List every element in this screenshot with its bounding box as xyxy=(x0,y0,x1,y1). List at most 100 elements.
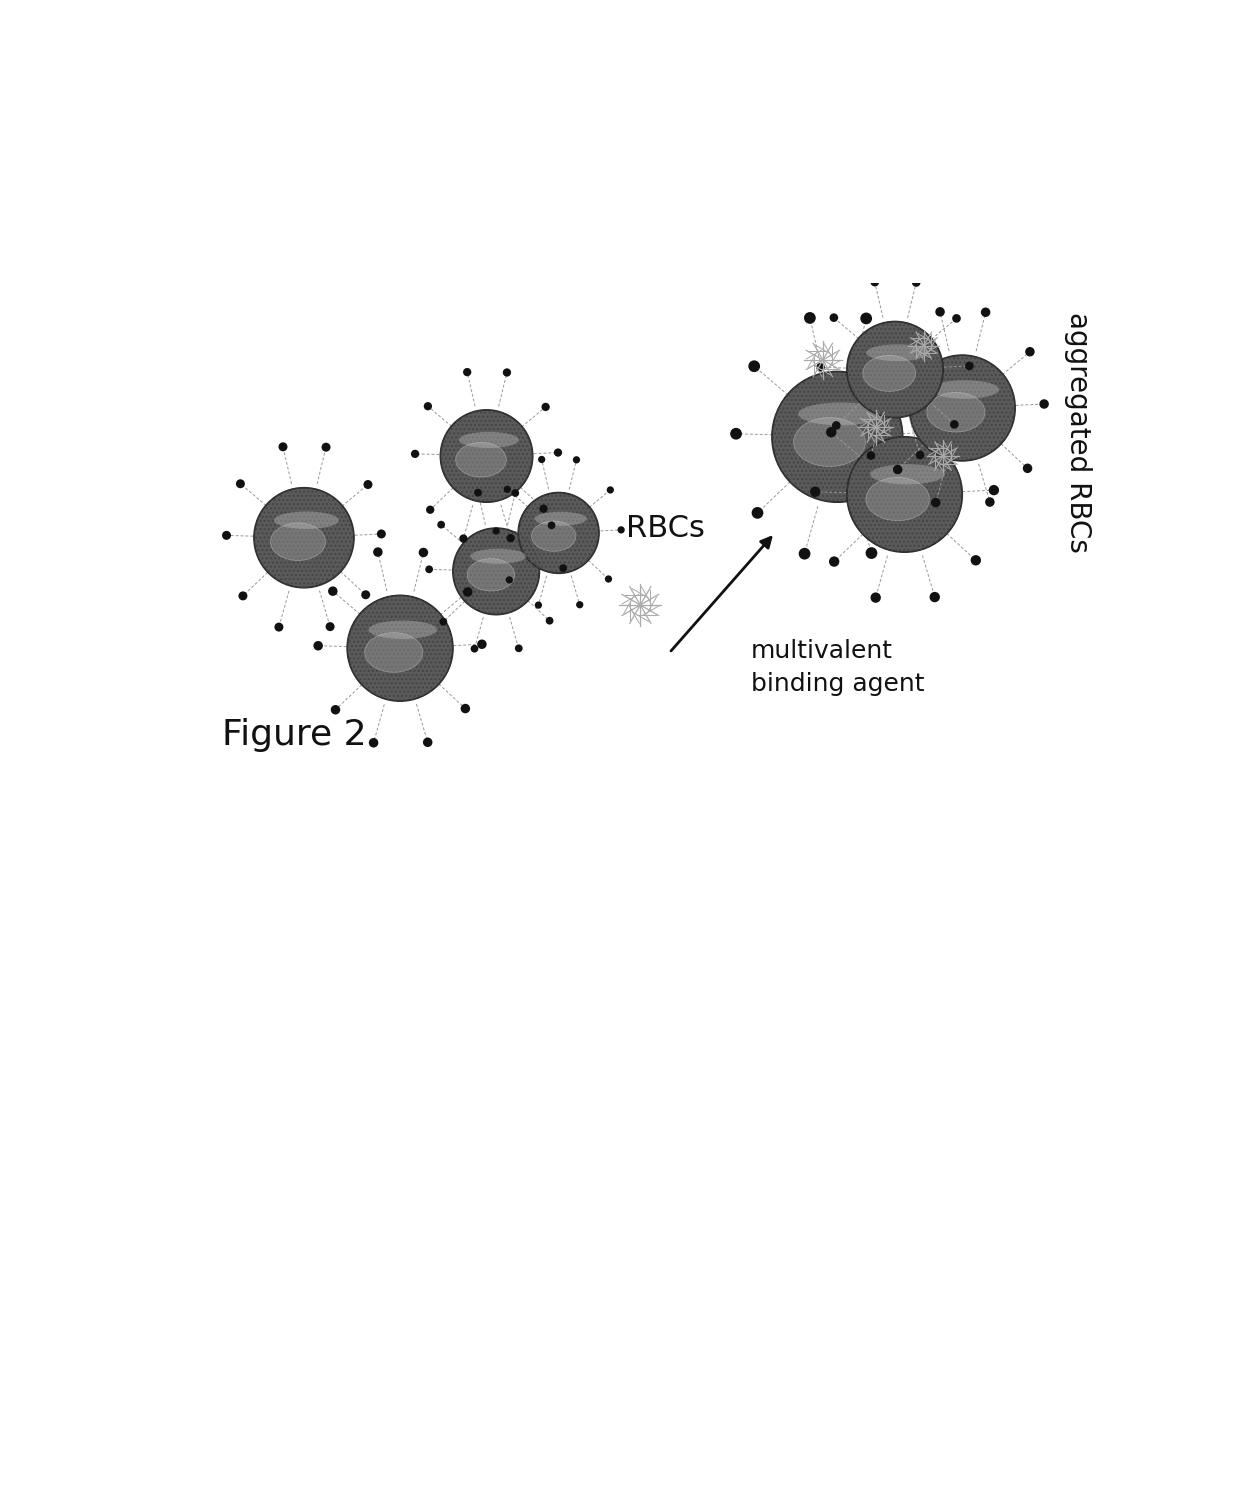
Ellipse shape xyxy=(794,417,866,467)
Ellipse shape xyxy=(534,511,587,526)
Circle shape xyxy=(1025,346,1034,357)
Ellipse shape xyxy=(532,522,575,552)
Circle shape xyxy=(890,346,900,355)
Circle shape xyxy=(988,485,999,496)
Circle shape xyxy=(985,497,994,507)
Circle shape xyxy=(419,547,428,558)
Circle shape xyxy=(368,738,378,747)
Circle shape xyxy=(973,428,983,438)
Circle shape xyxy=(511,488,520,497)
Circle shape xyxy=(866,547,878,559)
Circle shape xyxy=(453,528,539,614)
Circle shape xyxy=(867,451,875,460)
Circle shape xyxy=(546,617,553,624)
Circle shape xyxy=(554,449,562,457)
Circle shape xyxy=(930,591,940,602)
Circle shape xyxy=(1023,464,1032,473)
Ellipse shape xyxy=(799,402,883,425)
Circle shape xyxy=(471,644,479,653)
Circle shape xyxy=(799,547,811,559)
Circle shape xyxy=(911,278,920,287)
Circle shape xyxy=(254,488,353,588)
Circle shape xyxy=(950,420,959,429)
Ellipse shape xyxy=(870,464,945,484)
Ellipse shape xyxy=(455,443,506,476)
Circle shape xyxy=(502,369,511,376)
Circle shape xyxy=(935,307,945,316)
Circle shape xyxy=(506,534,515,543)
Circle shape xyxy=(965,361,973,370)
Circle shape xyxy=(810,487,821,497)
Circle shape xyxy=(474,488,482,496)
Circle shape xyxy=(830,313,838,322)
Circle shape xyxy=(826,426,837,437)
Ellipse shape xyxy=(365,632,423,673)
Circle shape xyxy=(222,531,231,540)
Circle shape xyxy=(538,455,546,463)
Circle shape xyxy=(925,386,935,395)
Circle shape xyxy=(238,591,248,600)
Circle shape xyxy=(875,384,885,395)
Circle shape xyxy=(534,602,542,609)
Ellipse shape xyxy=(930,380,999,399)
Circle shape xyxy=(605,576,613,582)
Circle shape xyxy=(506,576,513,584)
Circle shape xyxy=(606,487,614,493)
Ellipse shape xyxy=(274,511,339,529)
Circle shape xyxy=(363,479,372,488)
Circle shape xyxy=(913,505,924,517)
Circle shape xyxy=(329,587,337,596)
Circle shape xyxy=(893,464,903,475)
Circle shape xyxy=(981,307,991,318)
Text: multivalent
binding agent: multivalent binding agent xyxy=(751,638,924,696)
Circle shape xyxy=(515,644,523,652)
Ellipse shape xyxy=(368,620,436,640)
Circle shape xyxy=(915,361,926,373)
Circle shape xyxy=(427,505,434,514)
Circle shape xyxy=(439,618,448,626)
Circle shape xyxy=(573,457,580,464)
Circle shape xyxy=(539,505,548,513)
Circle shape xyxy=(377,529,386,538)
Circle shape xyxy=(463,367,471,376)
Circle shape xyxy=(326,621,335,631)
Ellipse shape xyxy=(866,345,929,361)
Circle shape xyxy=(751,507,764,519)
Circle shape xyxy=(909,355,1016,461)
Circle shape xyxy=(459,534,467,543)
Circle shape xyxy=(460,703,470,714)
Circle shape xyxy=(861,313,872,324)
Circle shape xyxy=(916,451,925,460)
Circle shape xyxy=(832,422,841,429)
Ellipse shape xyxy=(270,523,325,561)
Circle shape xyxy=(870,593,880,603)
Circle shape xyxy=(440,410,533,502)
Ellipse shape xyxy=(926,393,985,432)
Circle shape xyxy=(518,493,599,573)
Circle shape xyxy=(423,738,433,747)
Circle shape xyxy=(748,360,760,372)
Text: aggregated RBCs: aggregated RBCs xyxy=(1064,311,1091,552)
Circle shape xyxy=(236,479,244,488)
Circle shape xyxy=(952,314,961,322)
Circle shape xyxy=(730,428,742,440)
Circle shape xyxy=(830,556,839,567)
Circle shape xyxy=(331,705,340,715)
Circle shape xyxy=(577,602,583,608)
Circle shape xyxy=(870,278,879,286)
Circle shape xyxy=(477,640,486,649)
Circle shape xyxy=(618,526,625,534)
Ellipse shape xyxy=(470,549,527,564)
Circle shape xyxy=(425,565,433,573)
Circle shape xyxy=(847,437,962,552)
Circle shape xyxy=(1039,399,1049,408)
Ellipse shape xyxy=(459,432,518,448)
Ellipse shape xyxy=(467,558,515,591)
Circle shape xyxy=(492,528,500,535)
Circle shape xyxy=(816,363,825,372)
Circle shape xyxy=(410,449,419,458)
Circle shape xyxy=(347,596,453,702)
Ellipse shape xyxy=(863,355,915,392)
Circle shape xyxy=(503,485,511,493)
Circle shape xyxy=(314,641,322,650)
